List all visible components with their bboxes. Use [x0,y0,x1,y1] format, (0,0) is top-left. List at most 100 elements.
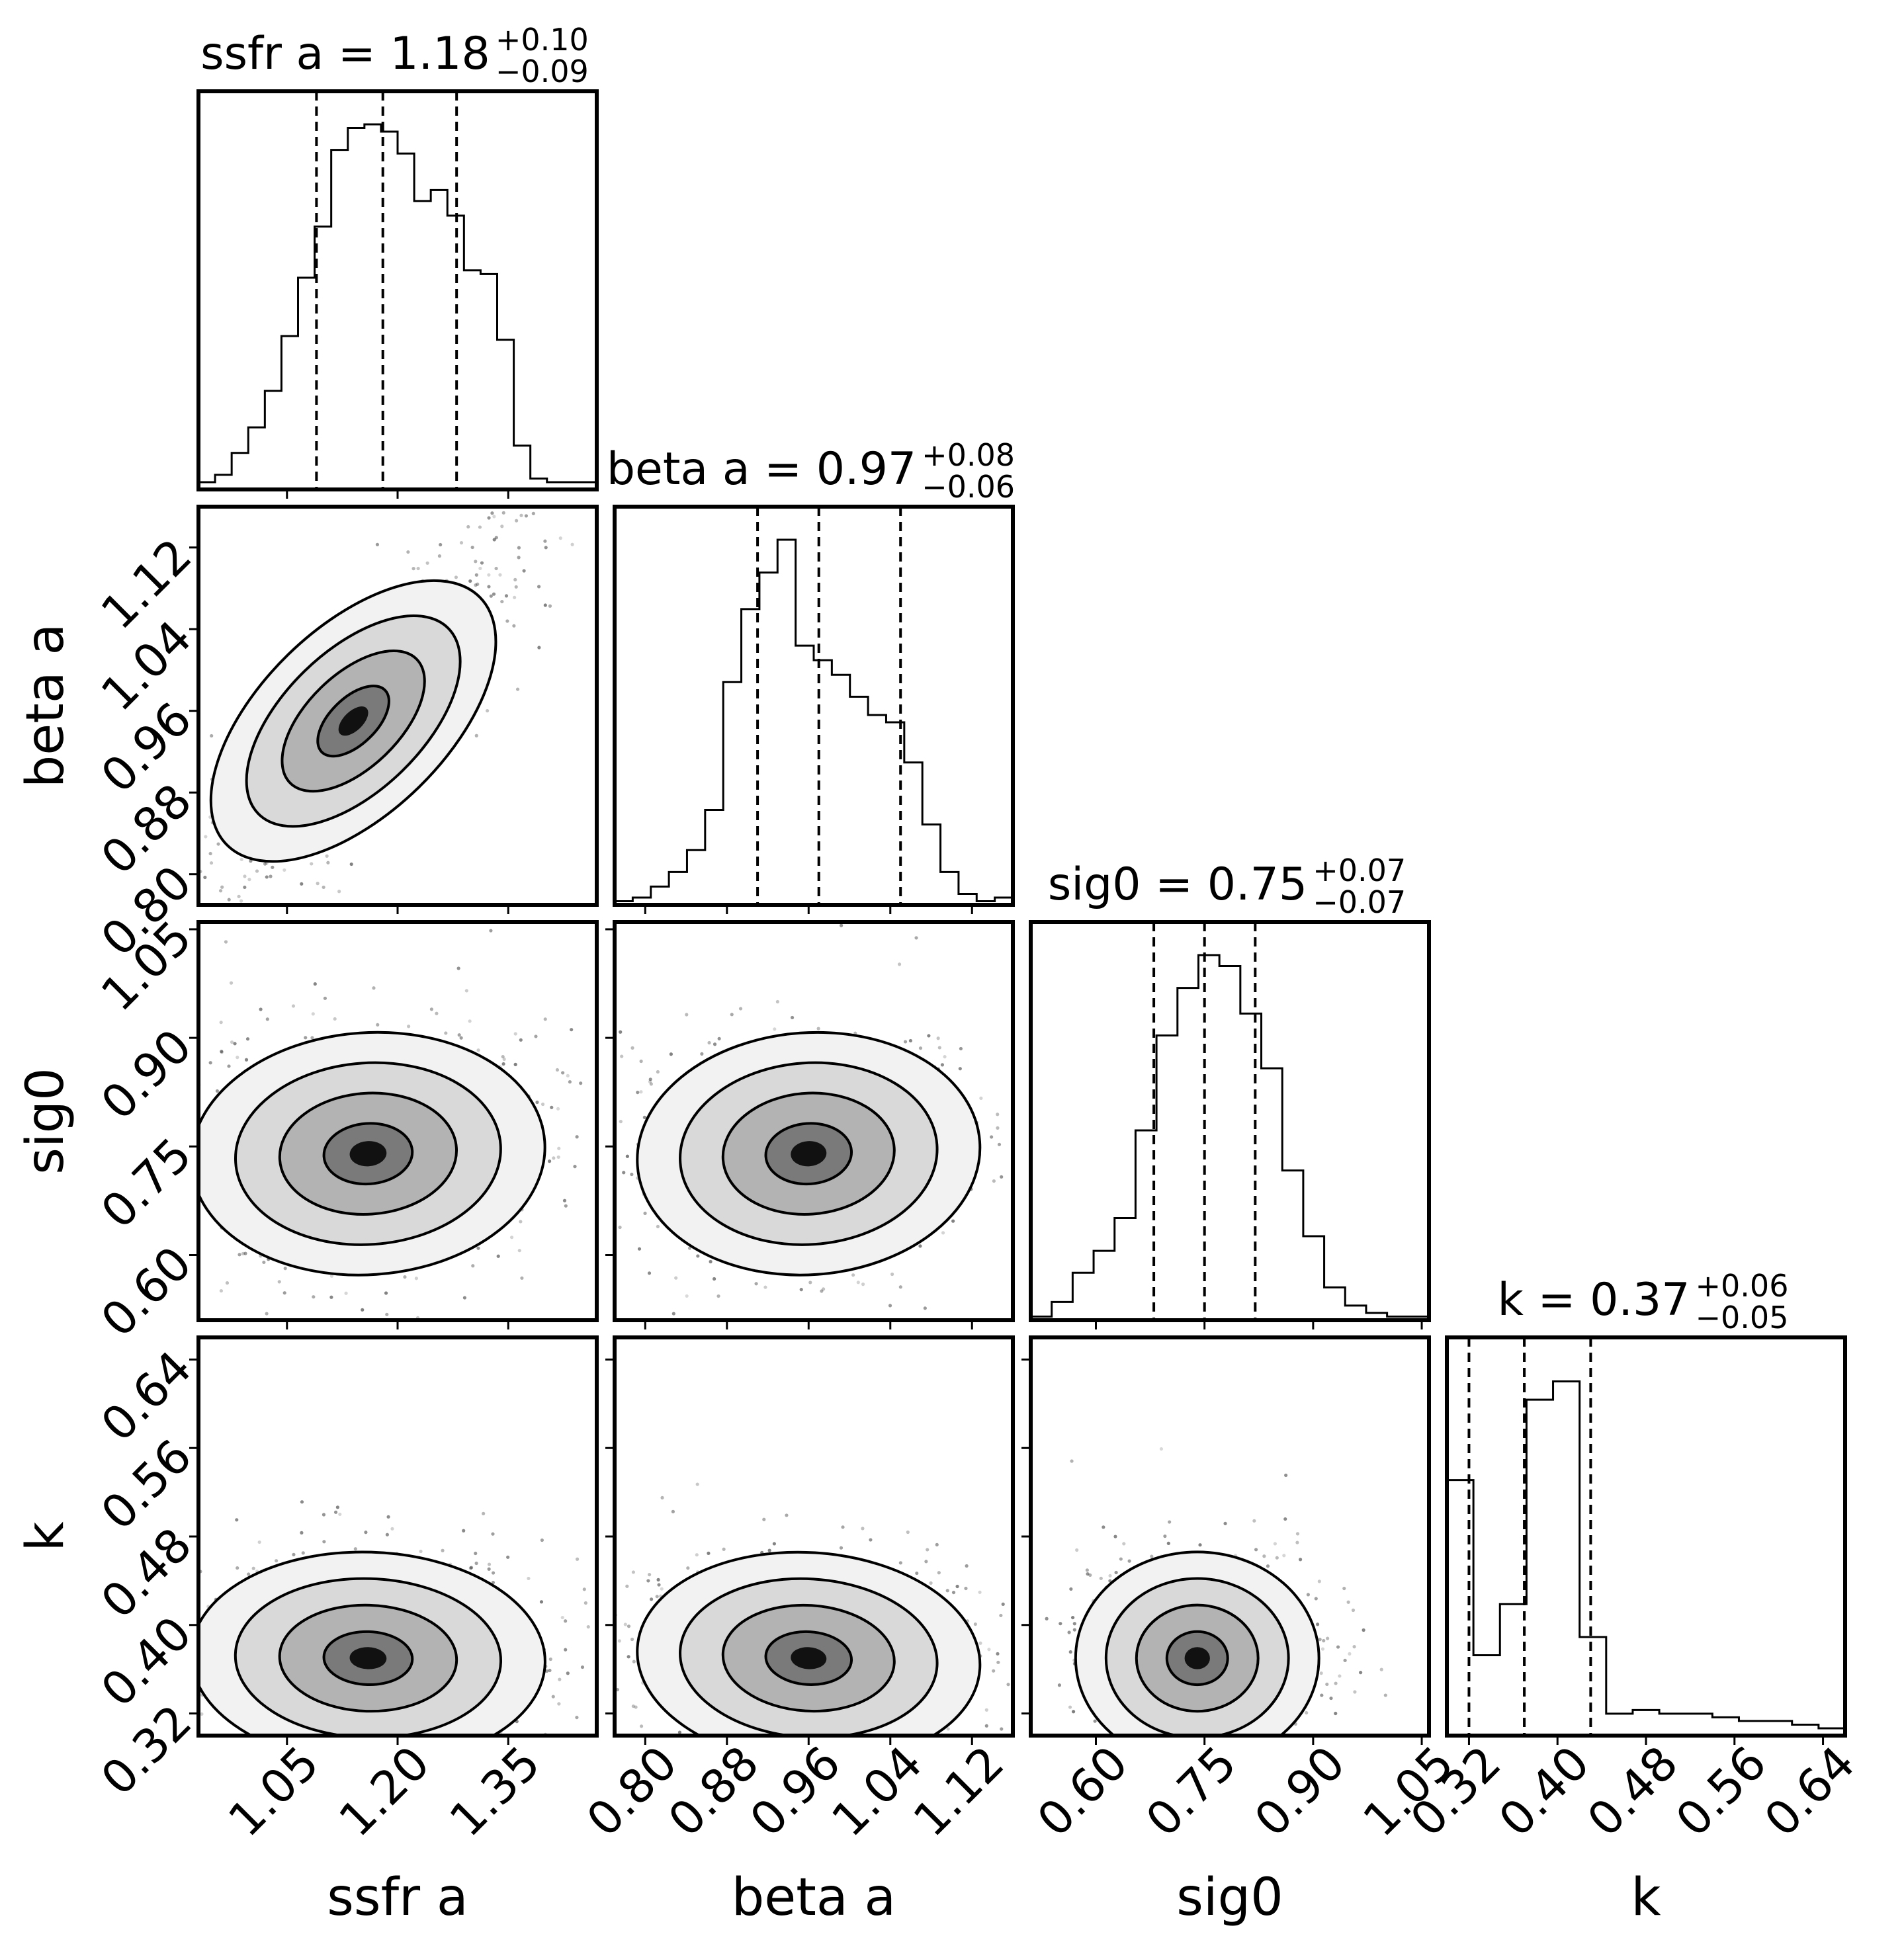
sample-point [1275,1740,1278,1744]
sample-point [923,1306,927,1310]
sample-point [1379,1667,1383,1671]
sample-point [241,1251,245,1255]
sample-point [772,1542,776,1546]
sample-point [1113,1535,1117,1538]
sample-point [1190,1741,1193,1744]
sample-point [310,862,314,866]
sample-point [1338,1674,1342,1678]
sample-point [554,443,557,446]
panel-frame [613,505,1015,907]
sample-point [990,1135,994,1139]
sample-point [322,885,325,890]
sample-point [766,1752,769,1755]
sample-point [918,1046,923,1050]
y-axis-label: sig0 [16,1068,75,1174]
sample-point [996,1126,1000,1130]
sample-point [247,878,251,882]
sample-point [630,1637,634,1642]
sample-point [414,1277,419,1281]
hist-panel-ssfr-a: ssfr a = 1.18 +0.10−0.09 [196,22,599,491]
sample-point [1102,1525,1105,1529]
sample-point [1242,1761,1246,1764]
sample-point [233,1042,237,1046]
y-tick-label: 1.12 [91,528,202,640]
sample-point [1259,1756,1262,1759]
sample-point [468,1019,472,1023]
sample-point [1018,1765,1021,1769]
sample-point [1318,1638,1322,1642]
sample-point [700,1052,704,1056]
sample-point [716,1294,720,1298]
sample-point [1231,1739,1234,1742]
sample-point [630,1046,634,1050]
sample-point [1159,1447,1164,1451]
sample-point [570,1103,573,1106]
sample-point [210,734,214,738]
sample-point [1086,1742,1089,1745]
sample-point [459,1760,462,1763]
density-contour-4 [349,1141,387,1167]
sample-point [1282,1554,1286,1558]
sample-point [671,1509,675,1513]
sample-point [965,1564,969,1568]
sample-point [471,1264,475,1268]
sample-point [439,542,443,547]
sample-point [686,1566,690,1570]
sample-point [738,1007,743,1011]
param-title: k = 0.37 [1498,1274,1690,1326]
sample-point [255,952,258,955]
sample-point [329,1274,333,1278]
sample-point [312,1744,315,1747]
sample-point [817,1327,820,1331]
sample-point [1001,1602,1005,1606]
sample-point [685,1013,689,1017]
sample-point [478,525,482,529]
sample-point [476,1246,480,1250]
sample-point [548,1657,552,1662]
sample-point [516,470,519,473]
sample-point [519,1038,523,1042]
sample-point [212,1750,215,1753]
sample-point [935,1542,939,1546]
y-tick-label: 0.64 [91,1341,202,1452]
x-axis-ssfr-a: 1.05 1.20 1.35 ssfr a [218,1736,551,1927]
y-tick-label: 0.48 [91,1517,202,1628]
sample-point [468,1566,472,1570]
sample-point [1024,1212,1027,1215]
sample-point [630,1172,634,1177]
sample-point [429,1007,434,1011]
x-tick-label: 0.48 [1577,1736,1688,1847]
sample-point [558,536,562,540]
sample-point [1317,1579,1321,1583]
sample-point [348,1749,351,1753]
sample-point [335,1505,339,1509]
sample-point [564,1204,568,1208]
sample-point [695,1553,699,1557]
sample-point [282,868,286,872]
sample-point [686,1753,689,1757]
sample-point [656,1070,660,1074]
sample-point [624,1200,627,1203]
sample-point [476,1739,479,1742]
pair-panel-sig0-vs-k [1029,1335,1431,1828]
sample-point [255,869,259,873]
sample-point [491,1580,496,1585]
sample-point [1075,1548,1079,1552]
sample-point [625,1584,629,1588]
title-text: ssfr a = 1.18 [200,28,490,80]
sample-point [335,1739,339,1742]
title-plus: +0.08 [922,437,1015,473]
sample-point [545,1669,549,1673]
sample-point [1236,1824,1239,1828]
sample-point [269,1742,273,1746]
sample-point [696,1254,700,1258]
sample-point [489,594,493,598]
sample-point [527,1576,531,1581]
sample-point [1122,1542,1126,1546]
sample-point [1326,1636,1330,1640]
sample-point [462,1296,467,1300]
sample-point [1150,1554,1154,1558]
sample-point [173,1010,177,1013]
hist-panel-k: k = 0.37 +0.06−0.05 [1445,1268,1847,1738]
